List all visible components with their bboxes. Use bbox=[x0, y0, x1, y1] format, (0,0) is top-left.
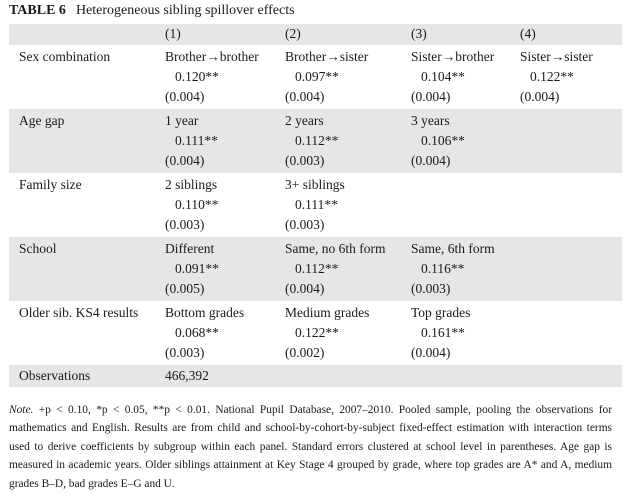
results-table: (1) (2) (3) (4) Sex combination Brother→… bbox=[9, 24, 622, 387]
standard-error: (0.003) bbox=[285, 217, 325, 232]
row-label: Sex combination bbox=[19, 49, 111, 64]
coefficient: 0.112** bbox=[295, 261, 339, 276]
standard-error: (0.003) bbox=[165, 345, 205, 360]
column-header: (1) bbox=[165, 26, 181, 41]
row-label: Age gap bbox=[19, 113, 65, 128]
panel-older-sib-ks4: Older sib. KS4 results Bottom grades Med… bbox=[9, 301, 622, 365]
standard-error: (0.004) bbox=[285, 281, 325, 296]
coefficient: 0.091** bbox=[175, 261, 219, 276]
coefficient: 0.112** bbox=[295, 133, 339, 148]
column-header-row: (1) (2) (3) (4) bbox=[9, 24, 622, 45]
standard-error: (0.004) bbox=[165, 153, 205, 168]
coefficient: 0.097** bbox=[295, 69, 339, 84]
standard-error: (0.004) bbox=[285, 89, 325, 104]
standard-error: (0.004) bbox=[411, 153, 451, 168]
group-label: Sister→brother bbox=[411, 49, 495, 64]
column-header: (2) bbox=[285, 26, 301, 41]
group-label: Same, 6th form bbox=[411, 241, 495, 256]
group-label: 2 years bbox=[285, 113, 324, 128]
group-label: 3+ siblings bbox=[285, 177, 345, 192]
coefficient: 0.106** bbox=[421, 133, 465, 148]
observations-row: Observations 466,392 bbox=[9, 365, 622, 387]
coefficient: 0.104** bbox=[421, 69, 465, 84]
panel-age-gap: Age gap 1 year 2 years 3 years 0.111** 0… bbox=[9, 109, 622, 173]
standard-error: (0.004) bbox=[411, 345, 451, 360]
panel-family-size: Family size 2 siblings 3+ siblings 0.110… bbox=[9, 173, 622, 237]
group-label: Brother→sister bbox=[285, 49, 369, 64]
standard-error: (0.003) bbox=[285, 153, 325, 168]
table-label: TABLE 6 bbox=[9, 3, 66, 18]
observations-value: 466,392 bbox=[165, 368, 209, 383]
column-header: (3) bbox=[411, 26, 427, 41]
column-header: (4) bbox=[520, 26, 536, 41]
table-caption: TABLE 6 Heterogeneous sibling spillover e… bbox=[9, 3, 295, 19]
group-label: Sister→sister bbox=[520, 49, 593, 64]
group-label: Brother→brother bbox=[165, 49, 259, 64]
standard-error: (0.003) bbox=[165, 217, 205, 232]
coefficient: 0.122** bbox=[295, 325, 339, 340]
coefficient: 0.068** bbox=[175, 325, 219, 340]
panel-sex-combination: Sex combination Brother→brother Brother→… bbox=[9, 45, 622, 109]
coefficient: 0.111** bbox=[295, 197, 338, 212]
standard-error: (0.004) bbox=[411, 89, 451, 104]
coefficient: 0.116** bbox=[421, 261, 465, 276]
coefficient: 0.110** bbox=[175, 197, 219, 212]
coefficient: 0.161** bbox=[421, 325, 465, 340]
table-title: Heterogeneous sibling spillover effects bbox=[75, 3, 295, 18]
group-label: Same, no 6th form bbox=[285, 241, 386, 256]
group-label: 1 year bbox=[165, 113, 199, 128]
coefficient: 0.120** bbox=[175, 69, 219, 84]
standard-error: (0.004) bbox=[520, 89, 560, 104]
row-label: Family size bbox=[19, 177, 82, 192]
group-label: 2 siblings bbox=[165, 177, 218, 192]
panel-school: School Different Same, no 6th form Same,… bbox=[9, 237, 622, 301]
group-label: Medium grades bbox=[285, 305, 370, 320]
row-label: School bbox=[19, 241, 57, 256]
group-label: Different bbox=[165, 241, 215, 256]
row-label: Older sib. KS4 results bbox=[19, 305, 139, 320]
standard-error: (0.003) bbox=[411, 281, 451, 296]
note-text: +p < 0.10, *p < 0.05, **p < 0.01. Nation… bbox=[9, 404, 612, 490]
coefficient: 0.122** bbox=[530, 69, 574, 84]
standard-error: (0.002) bbox=[285, 345, 325, 360]
note-lead: Note. bbox=[9, 404, 34, 416]
coefficient: 0.111** bbox=[175, 133, 218, 148]
table-note: Note. +p < 0.10, *p < 0.05, **p < 0.01. … bbox=[9, 401, 612, 493]
standard-error: (0.005) bbox=[165, 281, 205, 296]
group-label: Top grades bbox=[411, 305, 471, 320]
group-label: Bottom grades bbox=[165, 305, 245, 320]
row-label: Observations bbox=[19, 368, 91, 383]
group-label: 3 years bbox=[411, 113, 450, 128]
standard-error: (0.004) bbox=[165, 89, 205, 104]
